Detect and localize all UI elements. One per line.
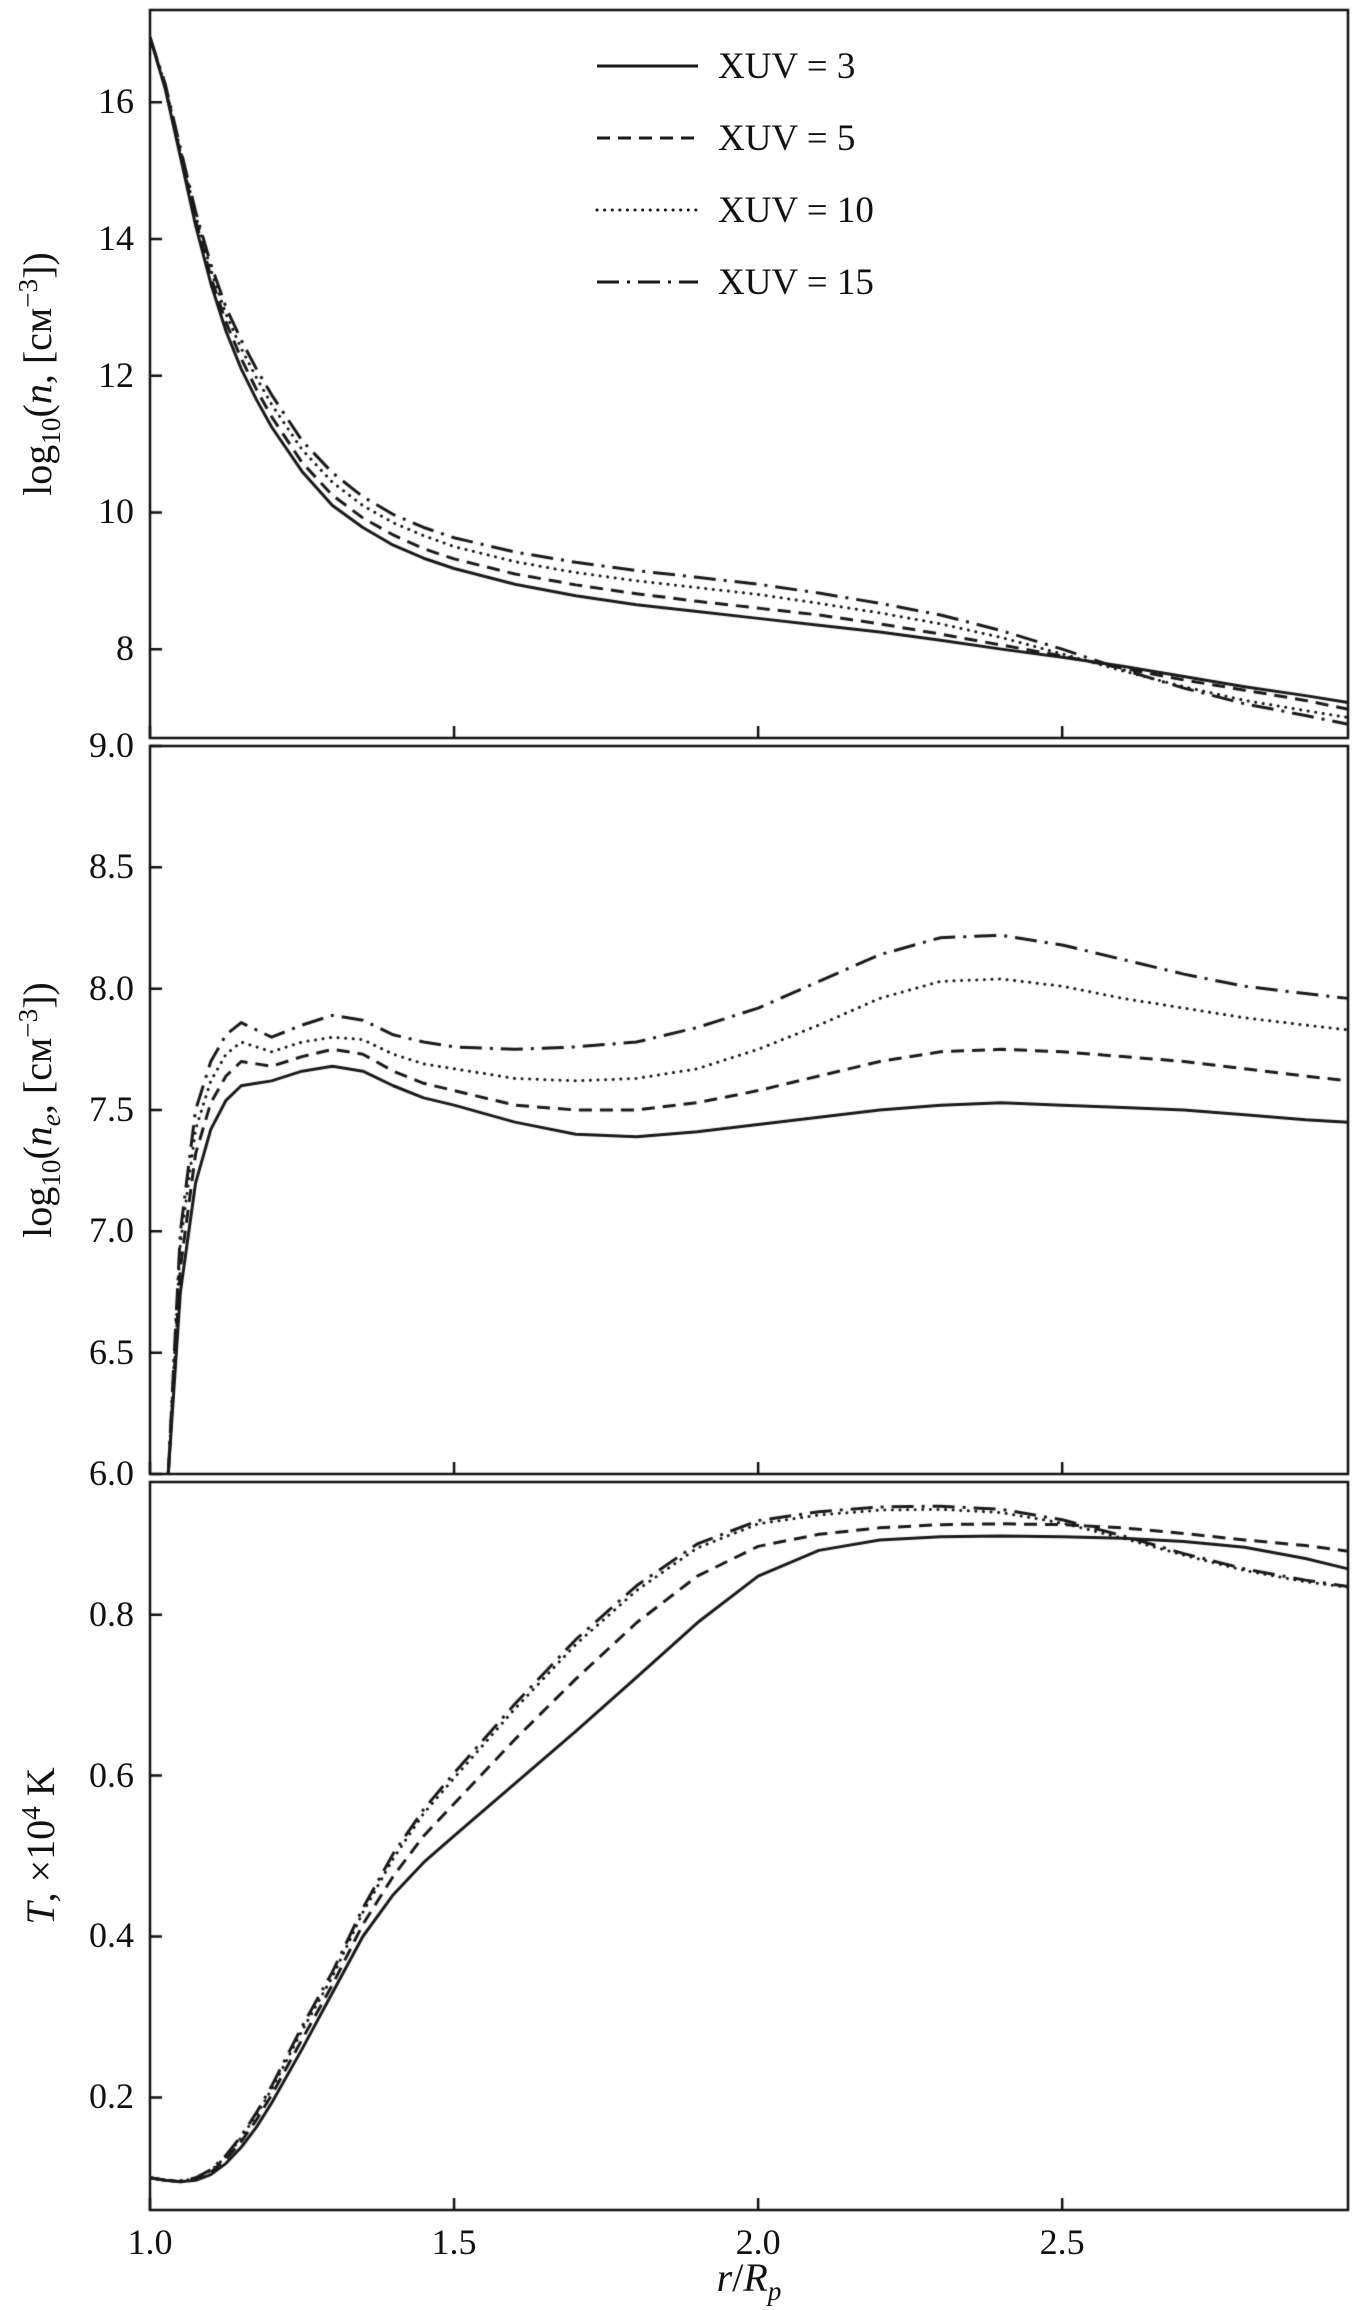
legend-line-dotted-icon xyxy=(595,208,700,212)
y-tick-label: 0.4 xyxy=(89,1915,134,1956)
legend-item: XUV = 3 xyxy=(595,30,874,102)
legend-label: XUV = 10 xyxy=(718,189,874,231)
legend-item: XUV = 5 xyxy=(595,102,874,174)
y-tick-label: 0.2 xyxy=(89,2076,134,2117)
y-tick-label: 7.5 xyxy=(89,1089,134,1129)
legend-item: XUV = 15 xyxy=(595,246,874,318)
y-tick-label: 16 xyxy=(98,81,134,122)
y-tick-label: 0.6 xyxy=(89,1754,134,1795)
y-tick-label: 10 xyxy=(98,491,134,532)
y-tick-label: 8 xyxy=(116,628,134,669)
y-tick-label: 0.8 xyxy=(89,1593,134,1634)
legend-line-dashed-icon xyxy=(597,136,698,140)
legend-label: XUV = 5 xyxy=(718,117,856,159)
x-tick-label: 2.0 xyxy=(735,2222,781,2262)
x-tick-label: 1.5 xyxy=(431,2222,477,2262)
legend: XUV = 3 XUV = 5 XUV = 10 XUV = 15 xyxy=(595,30,874,318)
y-tick-label: 6.0 xyxy=(89,1453,134,1493)
y-tick-label: 8.5 xyxy=(89,846,134,887)
y-tick-label: 9.0 xyxy=(89,725,134,765)
y-tick-label: 6.5 xyxy=(89,1331,134,1372)
x-tick-label: 1.0 xyxy=(127,2222,173,2262)
legend-line-solid-icon xyxy=(597,64,698,68)
y-tick-label: 8.0 xyxy=(89,967,134,1008)
x-tick-label: 2.5 xyxy=(1039,2222,1085,2262)
y-tick-label: 7.0 xyxy=(89,1210,134,1251)
legend-item: XUV = 10 xyxy=(595,174,874,246)
y-tick-label: 12 xyxy=(98,354,134,395)
y-tick-label: 14 xyxy=(98,217,134,258)
legend-line-dashdot-icon xyxy=(597,280,698,284)
legend-label: XUV = 15 xyxy=(718,261,874,303)
x-axis-label: r/Rp xyxy=(716,2255,782,2306)
legend-label: XUV = 3 xyxy=(718,45,856,87)
